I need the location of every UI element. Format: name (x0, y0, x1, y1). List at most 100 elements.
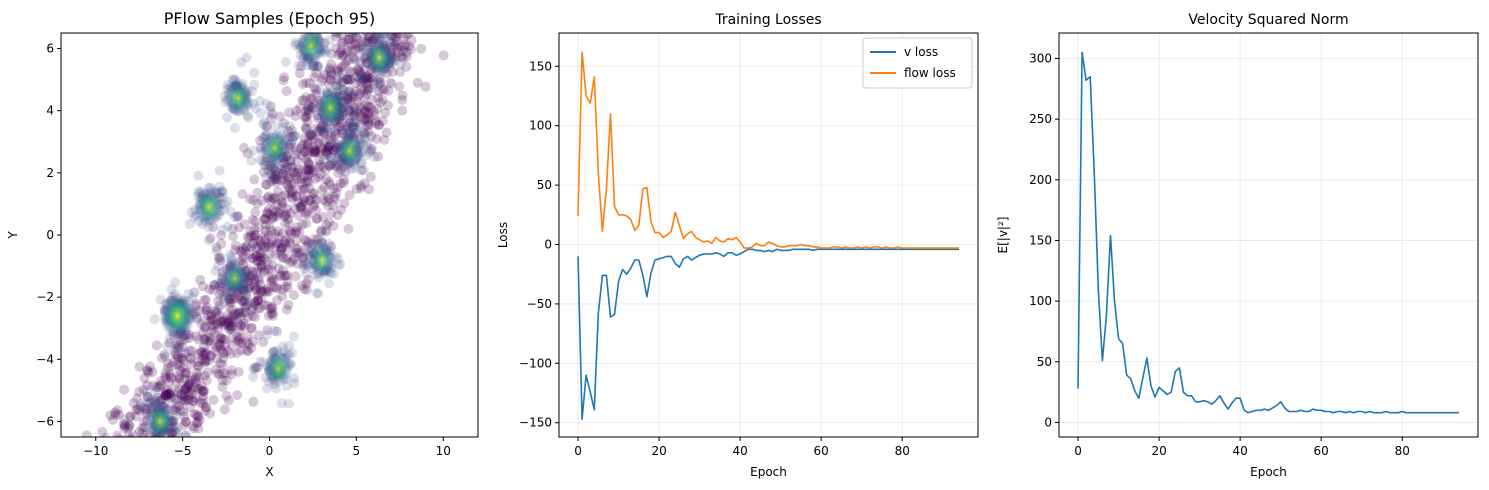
scatter-point (312, 234, 323, 245)
scatter-point (177, 342, 188, 353)
cluster-point (300, 257, 310, 267)
scatter-point (281, 304, 292, 315)
scatter-point (307, 102, 318, 113)
scatter-point (325, 65, 336, 76)
scatter-point (216, 344, 227, 355)
cluster-point (171, 344, 182, 355)
scatter-point (318, 128, 329, 138)
scatter-point (366, 145, 376, 156)
cluster-point (345, 122, 356, 132)
cluster-point (333, 260, 344, 270)
scatter-point (162, 358, 173, 369)
scatter-point (356, 40, 367, 51)
scatter-point (197, 327, 208, 338)
scatter-point (252, 295, 263, 306)
scatter-point (119, 423, 130, 434)
scatter-point (139, 373, 150, 384)
scatter-point (236, 246, 247, 257)
scatter-point (299, 146, 310, 157)
scatter-point (389, 33, 400, 42)
scatter-point (277, 164, 288, 175)
scatter-point (403, 41, 414, 52)
cluster-point (141, 387, 152, 398)
scatter-point (178, 354, 189, 365)
scatter-point (365, 171, 376, 182)
density-cluster (145, 402, 175, 437)
cluster-point (320, 225, 331, 236)
scatter-point (283, 213, 294, 224)
scatter-point (303, 149, 313, 160)
scatter-point (313, 61, 323, 72)
scatter-point (324, 63, 335, 74)
scatter-point (192, 383, 203, 394)
scatter-point (291, 226, 302, 236)
scatter-point (359, 178, 370, 189)
scatter-point (310, 123, 321, 134)
scatter-point (303, 237, 314, 248)
scatter-point (353, 63, 364, 74)
scatter-point (269, 229, 280, 239)
scatter-point (300, 122, 311, 133)
scatter-point (328, 131, 339, 141)
scatter-point (283, 180, 294, 191)
scatter-point (286, 226, 296, 237)
scatter-point (315, 122, 326, 133)
scatter-point (397, 95, 408, 105)
scatter-point (303, 105, 314, 116)
cluster-point (372, 75, 383, 86)
scatter-point (397, 52, 408, 63)
scatter-point (279, 118, 290, 129)
scatter-point (262, 300, 273, 311)
scatter-point (304, 165, 315, 176)
scatter-point (266, 308, 277, 319)
scatter-point (126, 434, 136, 437)
scatter-point (174, 384, 185, 395)
scatter-point (255, 236, 266, 246)
scatter-point (200, 322, 211, 333)
scatter-point (286, 138, 297, 149)
scatter-point (268, 310, 279, 321)
scatter-point (346, 39, 357, 50)
scatter-point (219, 404, 230, 415)
scatter-point (313, 147, 324, 158)
scatter-point (337, 50, 348, 61)
scatter-point (364, 33, 375, 42)
scatter-point (348, 92, 358, 103)
x-tick-label: 5 (353, 444, 361, 458)
scatter-point (230, 240, 241, 251)
scatter-point (324, 217, 335, 228)
scatter-point (270, 170, 281, 181)
scatter-point (277, 228, 288, 239)
scatter-point (218, 353, 229, 364)
scatter-point (249, 232, 260, 243)
scatter-point (297, 141, 307, 151)
cluster-point (338, 84, 349, 95)
scatter-point (317, 185, 327, 196)
cluster-point (249, 67, 260, 78)
scatter-point (222, 310, 233, 321)
cluster-point (259, 116, 270, 127)
x-tick-label: 40 (1232, 444, 1247, 458)
scatter-point (174, 365, 185, 375)
cluster-point (270, 121, 281, 132)
scatter-point (271, 206, 282, 217)
scatter-point (244, 281, 255, 292)
scatter-point (318, 212, 328, 222)
scatter-point (189, 287, 200, 298)
scatter-point (215, 316, 226, 327)
scatter-point (375, 77, 386, 88)
scatter-point (438, 50, 449, 61)
scatter-point (332, 65, 343, 76)
scatter-point (217, 334, 228, 345)
scatter-point (165, 386, 176, 397)
scatter-point (282, 282, 293, 293)
scatter-point (206, 311, 217, 322)
scatter-point (206, 320, 217, 331)
scatter-point (267, 307, 278, 318)
scatter-point (369, 79, 379, 90)
scatter-point (337, 62, 347, 73)
axes-frame (1058, 32, 1479, 438)
cluster-point (283, 398, 294, 409)
scatter-point (299, 132, 310, 143)
scatter-point (296, 174, 307, 185)
